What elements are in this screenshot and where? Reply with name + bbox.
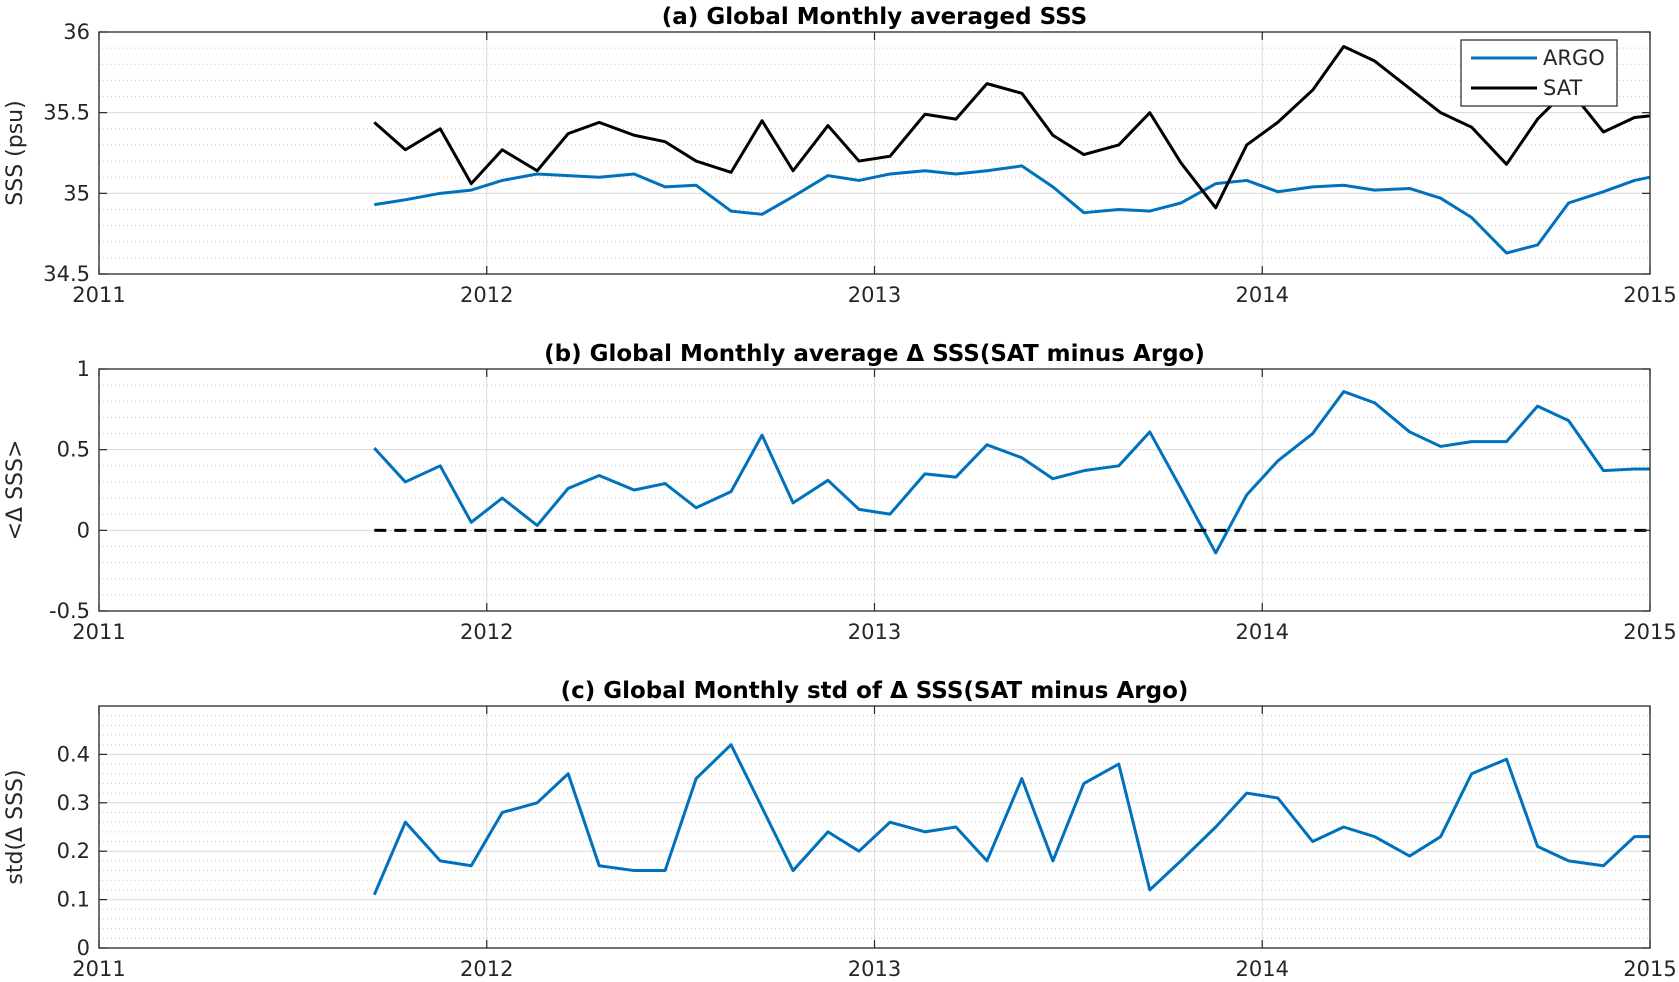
x-tick-label: 2015 [1623, 620, 1676, 644]
y-tick-label: 36 [63, 20, 90, 44]
series-line [372, 743, 1650, 896]
x-tick-label: 2013 [848, 283, 901, 307]
legend-label: SAT [1543, 76, 1582, 100]
chart-title: (b) Global Monthly average Δ SSS(SAT min… [544, 341, 1205, 367]
x-tick-label: 2012 [460, 957, 513, 981]
y-axis-label: std(Δ SSS) [3, 769, 28, 884]
y-tick-label: 0.4 [57, 742, 90, 766]
y-tick-label: 0 [77, 936, 90, 960]
y-tick-label: 0.2 [57, 839, 90, 863]
y-tick-label: 0.1 [57, 888, 90, 912]
x-tick-label: 2011 [72, 620, 125, 644]
x-tick-label: 2012 [460, 620, 513, 644]
y-tick-label: 35 [63, 181, 90, 205]
series-line [373, 390, 1650, 555]
y-tick-label: 1 [77, 357, 90, 381]
x-tick-label: 2014 [1236, 957, 1289, 981]
y-tick-label: 34.5 [43, 262, 90, 286]
y-tick-label: 0.3 [57, 791, 90, 815]
series-line-sat [373, 45, 1651, 210]
x-tick-label: 2015 [1623, 283, 1676, 307]
x-tick-label: 2011 [72, 957, 125, 981]
legend: ARGO SAT [1460, 39, 1618, 107]
y-axis-label: SSS (psu) [3, 100, 28, 205]
panel-b: 2011 2012 2013 2014 2015 -0.5 0 0.5 1 (b) Global … [3, 341, 1677, 644]
series-line-argo [374, 164, 1651, 255]
chart-title: (c) Global Monthly std of Δ SSS(SAT minu… [561, 678, 1189, 704]
panel-a: 2011 2012 2013 2014 2015 34.5 35 35.5 36 (a) Glob… [3, 4, 1677, 307]
x-tick-label: 2013 [848, 957, 901, 981]
x-tick-label: 2013 [848, 620, 901, 644]
y-tick-label: 0 [77, 518, 90, 542]
y-tick-label: 0.5 [57, 438, 90, 462]
x-tick-label: 2011 [72, 283, 125, 307]
x-tick-label: 2014 [1236, 283, 1289, 307]
x-tick-label: 2012 [460, 283, 513, 307]
x-tick-label: 2014 [1236, 620, 1289, 644]
chart-title: (a) Global Monthly averaged SSS [662, 4, 1087, 30]
y-tick-label: -0.5 [49, 599, 90, 623]
legend-label: ARGO [1543, 46, 1605, 70]
y-tick-label: 35.5 [43, 101, 90, 125]
x-tick-label: 2015 [1623, 957, 1676, 981]
y-axis-label: <Δ SSS> [3, 440, 28, 541]
legend-box [1460, 39, 1618, 107]
panel-c: 2011 2012 2013 2014 2015 0 0.1 0.2 0.3 0.4 (c) Glo… [3, 678, 1677, 981]
